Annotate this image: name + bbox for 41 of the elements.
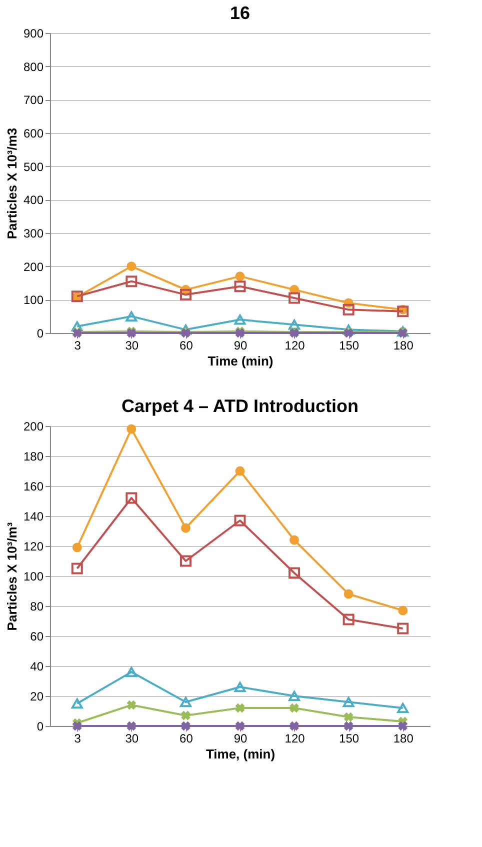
x-tick-label: 60	[180, 732, 194, 746]
x-tick-label: 90	[234, 338, 248, 352]
y-tick-label: 160	[23, 480, 44, 494]
x-tick-label: 3	[74, 338, 82, 352]
y-tick-label: 60	[30, 630, 44, 644]
y-tick-label: 80	[30, 600, 44, 614]
x-tick-label: 90	[234, 732, 248, 746]
y-tick-label: 600	[23, 126, 44, 140]
x-tick-label: 150	[339, 338, 360, 352]
x-tick-label: 150	[339, 732, 360, 746]
y-tick-label: 140	[23, 510, 44, 524]
y-tick-label: 100	[23, 570, 44, 584]
y-tick-label: 700	[23, 93, 44, 108]
y-tick-label: 200	[23, 260, 44, 274]
chart-title: Carpet 4 – ATD Introduction	[121, 396, 359, 416]
x-tick-label: 180	[393, 338, 414, 352]
y-axis-title: Particles X 10³/m³	[4, 522, 20, 631]
y-tick-label: 20	[30, 690, 44, 704]
chart-title: 16	[230, 3, 250, 23]
x-tick-label: 120	[284, 732, 306, 746]
x-tick-label: 30	[125, 732, 139, 746]
y-tick-label: 0	[36, 326, 44, 340]
y-tick-label: 500	[23, 160, 44, 174]
y-tick-label: 200	[23, 420, 44, 434]
y-tick-label: 400	[23, 193, 44, 208]
y-tick-label: 0	[36, 720, 44, 734]
y-tick-label: 100	[23, 293, 44, 308]
y-tick-label: 300	[23, 226, 44, 240]
x-axis-title: Time (min)	[208, 354, 274, 368]
y-tick-label: 800	[23, 60, 44, 74]
x-tick-label: 3	[74, 732, 82, 746]
y-tick-label: 40	[30, 660, 44, 674]
y-axis-title: Particles X 10³/m3	[4, 128, 20, 240]
y-tick-label: 180	[23, 450, 44, 464]
x-tick-label: 120	[284, 338, 306, 352]
x-tick-label: 60	[180, 338, 194, 352]
x-tick-label: 180	[393, 732, 414, 746]
y-tick-label: 120	[23, 540, 44, 554]
x-axis-title: Time, (min)	[206, 746, 276, 762]
y-tick-label: 900	[23, 26, 44, 40]
x-tick-label: 30	[125, 338, 139, 352]
